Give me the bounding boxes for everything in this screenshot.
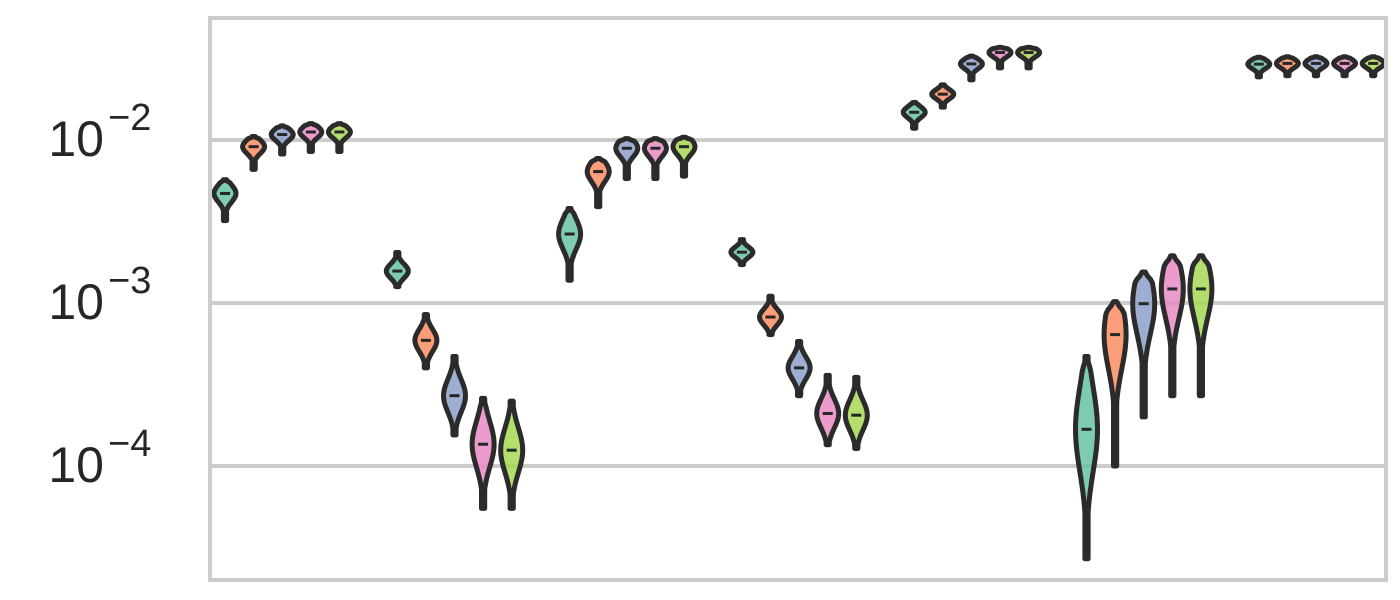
violin-body bbox=[1015, 44, 1043, 71]
violin-body bbox=[641, 136, 669, 182]
violin-body bbox=[240, 134, 268, 172]
violin-body bbox=[1302, 54, 1330, 79]
y-tick-label: 10 −2 bbox=[48, 97, 151, 167]
violin-plot-area bbox=[211, 44, 1387, 562]
violin-group bbox=[1245, 54, 1387, 80]
y-tick-base: 10 bbox=[48, 111, 104, 167]
violin-body bbox=[842, 374, 870, 452]
violin-body bbox=[613, 136, 641, 182]
violin-group bbox=[556, 134, 698, 283]
violin-body bbox=[1331, 54, 1359, 79]
y-tick-label: 10 −4 bbox=[48, 423, 151, 493]
violin-body bbox=[268, 123, 296, 157]
y-tick-exponent: −3 bbox=[108, 260, 151, 302]
violin-body bbox=[670, 134, 698, 179]
violin-body bbox=[1273, 54, 1301, 79]
y-tick-label: 10 −3 bbox=[48, 260, 151, 330]
violin-group bbox=[900, 44, 1043, 131]
violin-body bbox=[498, 398, 526, 511]
violin-body bbox=[211, 177, 239, 224]
violin-body bbox=[814, 372, 842, 448]
y-tick-base: 10 bbox=[48, 437, 104, 493]
violin-body bbox=[1073, 353, 1100, 562]
violin-body bbox=[986, 44, 1014, 71]
violin-body bbox=[1130, 269, 1158, 420]
violin-body bbox=[584, 156, 612, 210]
violin-group bbox=[1073, 253, 1215, 562]
violin-body bbox=[325, 121, 353, 154]
y-tick-exponent: −2 bbox=[108, 97, 151, 139]
violin-body bbox=[757, 293, 784, 338]
violin-body bbox=[1359, 54, 1387, 79]
violin-body bbox=[469, 395, 497, 511]
violin-body bbox=[900, 99, 928, 131]
violin-body bbox=[929, 82, 957, 110]
violin-body bbox=[1245, 54, 1273, 80]
y-tick-exponent: −4 bbox=[108, 423, 151, 465]
violin-body bbox=[1187, 253, 1215, 399]
y-axis-tick-labels: 10−410−310−2 bbox=[48, 97, 151, 493]
violin-group bbox=[728, 237, 870, 452]
violin-body bbox=[1158, 253, 1186, 399]
violin-body bbox=[297, 121, 325, 154]
violin-body bbox=[1101, 299, 1129, 469]
violin-body bbox=[556, 205, 584, 283]
plot-frame bbox=[208, 16, 1388, 582]
violin-group bbox=[383, 250, 526, 511]
violin-body bbox=[957, 53, 985, 83]
violin-group bbox=[211, 121, 353, 224]
y-tick-base: 10 bbox=[48, 274, 104, 330]
